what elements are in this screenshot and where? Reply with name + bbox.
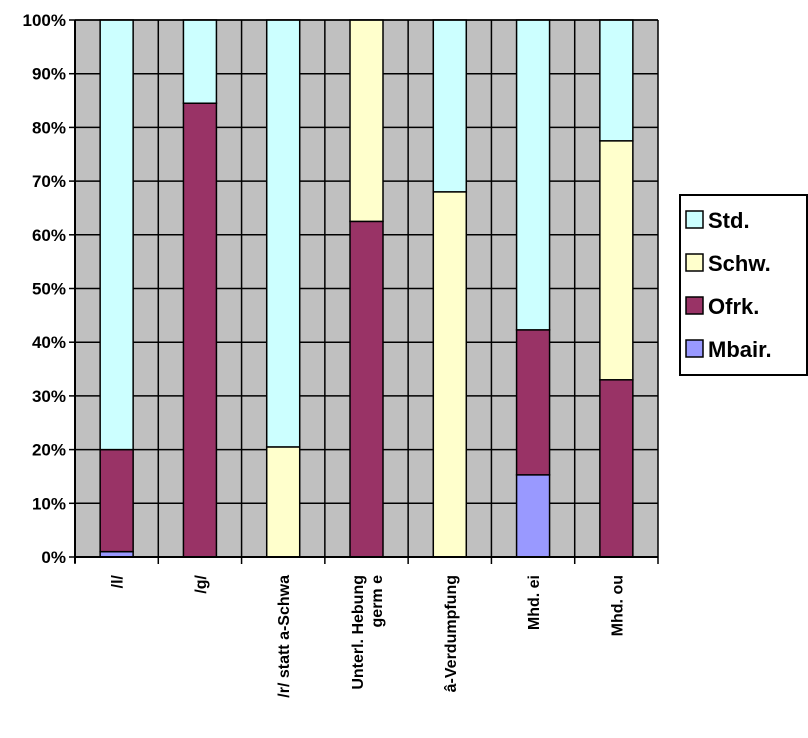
bars [99,19,634,558]
legend-label: Mbair. [708,337,772,362]
x-category-label: /r/ statt a-Schwa [276,575,293,698]
axes [74,19,659,564]
bar-segment-ofrk [515,329,551,476]
y-tick-label: 30% [32,387,66,406]
x-category-label: Mhd. ou [609,575,626,636]
legend-label: Ofrk. [708,294,759,319]
bar-segment-schw [599,140,634,381]
x-category-label: /g/ [193,574,210,593]
legend-swatch [685,253,704,272]
legend-swatch [685,210,704,229]
bar-segment-schw [432,191,468,558]
y-tick-label: 20% [32,441,66,460]
x-category-label: Unterl. Hebung [350,575,367,690]
bar-segment-ofrk [349,220,384,558]
x-category-label: Mhd. ei [526,575,543,630]
bar-segment-std [515,19,551,331]
x-category-label: /l/ [110,574,127,588]
y-tick-label: 60% [32,226,66,245]
y-tick-label: 90% [32,65,66,84]
bar-segment-ofrk [599,379,634,558]
legend-label: Std. [708,208,750,233]
y-tick-label: 70% [32,172,66,191]
legend-swatch [685,339,704,358]
x-category-label: germ e [369,575,386,628]
bar-segment-ofrk [182,102,218,558]
bar-segment-std [182,19,218,104]
bar-segment-schw [349,19,384,223]
y-tick-label: 100% [23,11,66,30]
bar-segment-schw [265,446,301,558]
y-tick-label: 40% [32,333,66,352]
y-tick-label: 80% [32,118,66,137]
bar-segment-mbair [515,474,551,558]
x-axis-labels: /l/ /g/ /r/ statt a-Schwa Unterl. Hebung ger… [110,574,627,697]
y-tick-label: 50% [32,280,66,299]
x-category-label: â-Verdumpfung [443,575,460,692]
bar-segment-std [432,19,468,193]
bar-segment-std [99,19,134,451]
legend-label: Schw. [708,251,771,276]
bar-segment-std [265,19,301,448]
y-tick-label: 0% [41,548,66,567]
legend-swatch [685,296,704,315]
bar-segment-std [599,19,634,142]
y-axis-ticks: 0% 10% 20% 30% 40% 50% 60% 70% 80% 90% 100% [23,11,75,567]
bar-segment-ofrk [99,448,134,553]
legend: Std. Schw. Ofrk. Mbair. [679,194,808,376]
y-tick-label: 10% [32,494,66,513]
